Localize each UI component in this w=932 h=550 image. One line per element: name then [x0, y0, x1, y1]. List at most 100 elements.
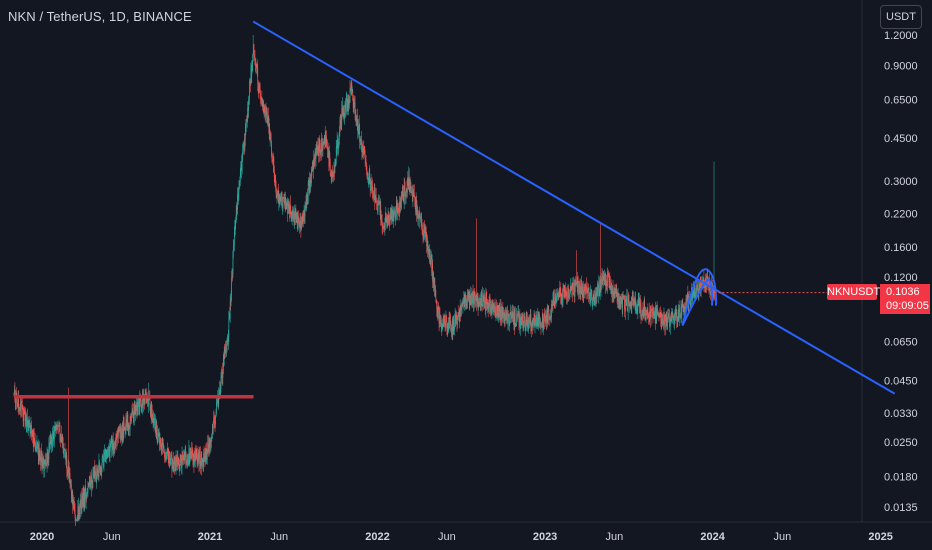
candle-body: [419, 218, 421, 221]
candle-body: [136, 402, 137, 411]
candle-body: [117, 432, 119, 433]
candle-body: [202, 459, 204, 461]
candle-body: [184, 451, 186, 463]
candle-body: [333, 169, 335, 177]
wedge-pattern-upper[interactable]: [681, 268, 718, 326]
candle-body: [20, 401, 22, 417]
candle-body: [166, 449, 168, 456]
candle-body: [375, 195, 377, 202]
candle-body: [139, 398, 141, 412]
candle-body: [482, 294, 484, 306]
candle-body: [173, 459, 175, 472]
candle-body: [584, 286, 585, 292]
candle-body: [429, 256, 431, 260]
candle-body: [553, 297, 555, 303]
candle-body: [167, 449, 169, 452]
candle-body: [219, 388, 221, 394]
candle-body: [378, 200, 379, 206]
candle-body: [66, 455, 68, 470]
candle-body: [569, 296, 570, 298]
wedge-pattern-lower[interactable]: [681, 278, 714, 326]
candle-body: [664, 318, 666, 328]
candle-body: [612, 285, 613, 295]
candle-body: [511, 312, 513, 319]
candle-body: [445, 314, 447, 322]
candle-body: [408, 173, 410, 187]
candle-body: [616, 289, 618, 292]
candle-body: [84, 492, 86, 504]
candle-body: [667, 315, 669, 318]
candle-body: [325, 137, 327, 143]
drawings-layer[interactable]: [14, 20, 896, 399]
candle-body: [223, 352, 225, 360]
candle-body: [461, 303, 462, 311]
candle-body: [177, 456, 179, 460]
price-tick-label: 0.0180: [884, 472, 918, 484]
candle-body: [317, 144, 319, 154]
candle-body: [657, 313, 659, 316]
candle-body: [507, 310, 508, 322]
candle-body: [271, 141, 272, 156]
candle-body: [620, 299, 622, 303]
candle-body: [430, 254, 432, 264]
candle-body: [533, 318, 534, 321]
candle-body: [287, 201, 289, 214]
candle-body: [315, 150, 317, 159]
candle-body: [91, 481, 93, 489]
candle-body: [400, 200, 401, 207]
candle-body: [580, 292, 582, 293]
candle-body: [558, 294, 560, 297]
currency-button[interactable]: USDT: [880, 5, 922, 29]
candle-body: [522, 315, 523, 322]
candle-body: [71, 484, 72, 498]
candle-body: [156, 422, 158, 439]
candle-body: [353, 101, 355, 108]
candle-body: [226, 340, 228, 351]
candle-body: [546, 315, 547, 324]
candle-body: [278, 195, 280, 203]
candle-body: [544, 321, 546, 323]
candle-body: [677, 317, 679, 322]
candle-body: [288, 205, 290, 210]
candle-body: [401, 192, 403, 196]
candle-body: [226, 350, 227, 352]
candle-body: [38, 446, 40, 459]
candle-body: [475, 296, 477, 300]
candle-body: [595, 298, 596, 300]
candle-body: [527, 317, 529, 330]
candle-body: [485, 295, 487, 312]
candle-body: [456, 314, 457, 318]
candle-body: [214, 420, 216, 425]
candle-body: [326, 146, 328, 148]
candle-body: [189, 453, 191, 455]
candle-body: [470, 294, 472, 305]
price-scale[interactable]: 1.20000.90000.65000.45000.30000.22000.16…: [884, 30, 918, 514]
candle-body: [403, 198, 405, 202]
candle-body: [464, 295, 466, 299]
candle-body: [78, 505, 80, 519]
candle-body: [293, 214, 295, 222]
candle-body: [610, 285, 612, 289]
candle-body: [597, 287, 598, 289]
candle-body: [395, 216, 397, 220]
candle-body: [151, 408, 153, 418]
candle-body: [283, 197, 284, 199]
time-scale[interactable]: 2020 Jun 2021 Jun 2022 Jun 2023 Jun 2024 Jun 2025: [30, 531, 893, 543]
candle-body: [331, 175, 332, 179]
candle-body: [223, 357, 225, 360]
candle-body: [48, 443, 50, 449]
candle-body: [72, 499, 74, 507]
candle-body: [299, 224, 300, 226]
candle-body: [613, 290, 615, 298]
candle-body: [587, 289, 589, 293]
candle-body: [193, 453, 195, 465]
candle-body: [361, 139, 362, 145]
candle-body: [426, 240, 428, 247]
candle-body: [185, 455, 187, 461]
candle-body: [272, 157, 274, 166]
candle-body: [406, 187, 407, 192]
candle-body: [608, 272, 609, 274]
trendline[interactable]: [252, 20, 896, 395]
candle-body: [555, 300, 557, 303]
